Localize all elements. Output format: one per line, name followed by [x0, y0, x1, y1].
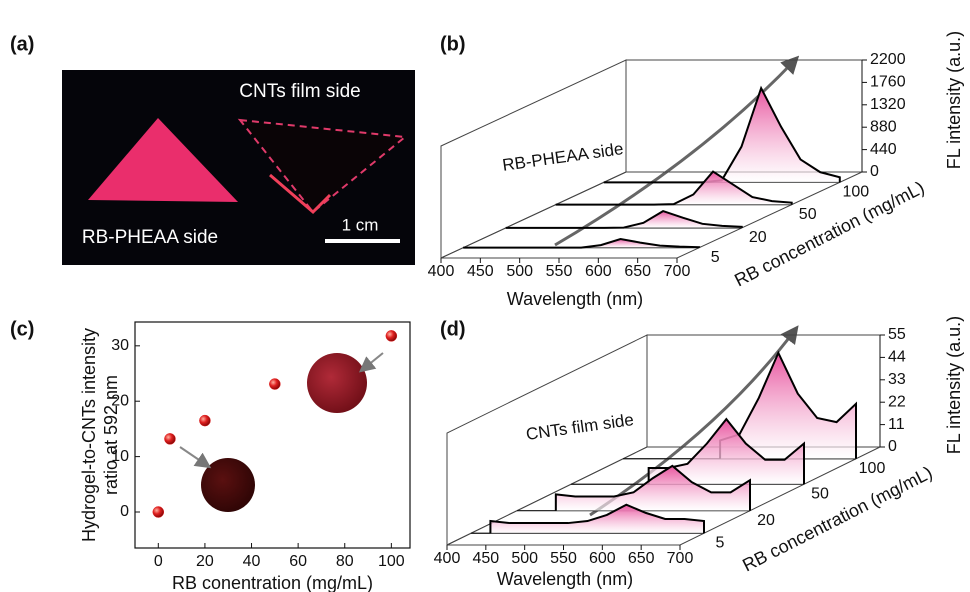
- depth-tick-label: 50: [799, 206, 817, 223]
- y-tick-label: 30: [111, 337, 129, 354]
- z-tick-label: 880: [870, 118, 897, 135]
- spectrum: [489, 503, 705, 534]
- film-shape: [237, 118, 408, 214]
- x-axis-label: Wavelength (nm): [497, 569, 633, 589]
- point: [385, 330, 398, 342]
- spectrum: [463, 237, 701, 249]
- spectrum: [555, 170, 793, 206]
- y-tick-label: 10: [111, 448, 129, 465]
- z-tick-label: 1320: [870, 96, 906, 113]
- pointer-arrow: [358, 352, 384, 373]
- z-tick-label: 55: [888, 326, 906, 343]
- annotation: RB-PHEAA side: [501, 139, 624, 175]
- annotation: CNTs film side: [525, 410, 635, 444]
- waterfall-chart: 400 450 500 550 600 650 700 0 11 22 33 44 55 100 50 20 5…: [434, 316, 964, 589]
- x-tick-label: 80: [336, 553, 354, 570]
- z-tick-label: 0: [870, 163, 879, 180]
- x-tick-label: 700: [667, 550, 694, 567]
- x-tick-label: 450: [472, 550, 499, 567]
- film-edge: [269, 173, 332, 215]
- x-tick-label: 450: [467, 263, 494, 280]
- x-tick-label: 500: [506, 263, 533, 280]
- film-photo: [201, 458, 255, 512]
- x-tick-label: 550: [546, 263, 573, 280]
- hydrogel-shape: [88, 118, 238, 202]
- x-axis-label: Wavelength (nm): [507, 289, 643, 309]
- depth-tick-label: 5: [716, 534, 725, 551]
- x-tick-label: 400: [434, 550, 461, 567]
- photo-top-label: CNTs film side: [239, 81, 360, 102]
- x-tick-label: 0: [154, 553, 163, 570]
- trend-arrow: [589, 325, 799, 517]
- panel-label: (d): [440, 318, 466, 340]
- z-tick-label: 440: [870, 141, 897, 158]
- hydrogel-photo: [307, 353, 367, 413]
- point: [164, 433, 176, 445]
- x-tick-label: 100: [378, 553, 405, 570]
- side-wall: [440, 59, 627, 259]
- x-tick-label: 650: [628, 550, 655, 567]
- x-tick-label: 40: [243, 553, 261, 570]
- x-tick-label: 650: [624, 263, 651, 280]
- z-tick-label: 11: [888, 416, 905, 433]
- z-tick-label: 44: [888, 349, 906, 366]
- scale-text: 1 cm: [342, 215, 379, 234]
- z-tick-label: 0: [888, 438, 897, 455]
- x-tick-label: 20: [196, 553, 214, 570]
- panel-label: (b): [440, 33, 466, 55]
- x-tick-label: 600: [589, 550, 616, 567]
- spectrum: [603, 85, 841, 184]
- x-tick-label: 700: [664, 263, 691, 280]
- scatter-chart: 0 20 40 60 80 100 0 10 20 30 (c) RB conentration (m…: [10, 318, 411, 592]
- depth-tick-label: 100: [859, 460, 886, 477]
- photo-panel: (a) 1 cm CNTs film side RB-PHEAA side: [10, 33, 415, 265]
- x-axis-label: RB conentration (mg/mL): [172, 573, 373, 592]
- depth-tick-label: 20: [757, 512, 775, 529]
- z-tick-label: 33: [888, 371, 906, 388]
- depth-tick-label: 5: [711, 249, 720, 266]
- z-tick-label: 1760: [870, 74, 906, 91]
- z-axis-label: FL intensity (a.u.): [944, 316, 964, 454]
- trend-arrow: [554, 55, 800, 247]
- y-axis-label: Hydrogel-to-CNTs intensity: [79, 328, 99, 542]
- spectrum: [505, 210, 743, 229]
- photo-bottom-label: RB-PHEAA side: [82, 227, 218, 248]
- side-wall: [446, 334, 648, 546]
- z-axis-label: FL intensity (a.u.): [944, 31, 964, 169]
- depth-tick-label: 20: [749, 229, 767, 246]
- x-tick-label: 500: [511, 550, 538, 567]
- z-tick-label: 2200: [870, 51, 906, 68]
- x-tick-label: 600: [585, 263, 612, 280]
- y-tick-label: 20: [111, 392, 129, 409]
- x-tick-label: 60: [289, 553, 307, 570]
- y-axis-label: ratio at 592 nm: [101, 375, 121, 495]
- depth-tick-label: 100: [842, 184, 869, 201]
- plot-frame: [134, 321, 411, 549]
- depth-tick-label: 50: [811, 485, 829, 502]
- point: [269, 378, 281, 390]
- panel-label: (c): [10, 318, 34, 340]
- x-tick-label: 550: [550, 550, 577, 567]
- z-tick-label: 22: [888, 393, 906, 410]
- point: [152, 506, 165, 518]
- y-tick-label: 0: [120, 503, 129, 520]
- point: [199, 414, 211, 427]
- panel-label: (a): [10, 33, 34, 55]
- x-tick-label: 400: [428, 263, 455, 280]
- pointer-arrow: [179, 446, 212, 469]
- spectrum: [554, 464, 751, 511]
- spectrum: [647, 417, 805, 485]
- waterfall-chart: 400 450 500 550 600 650 7000440880132017602200…: [428, 31, 964, 309]
